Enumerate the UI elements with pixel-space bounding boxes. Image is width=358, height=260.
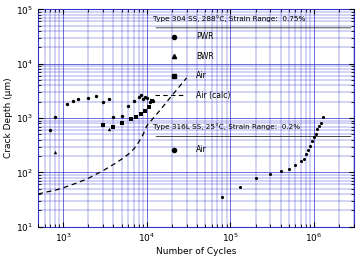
Point <box>318 121 323 125</box>
Point <box>125 103 131 108</box>
Point <box>142 95 148 100</box>
Point <box>64 102 69 106</box>
Y-axis label: Crack Depth (μm): Crack Depth (μm) <box>4 78 13 158</box>
Point <box>305 148 311 152</box>
Point <box>140 98 146 102</box>
Text: Type 304 SS, 288°C, Strain Range:  0.75%: Type 304 SS, 288°C, Strain Range: 0.75% <box>153 15 306 22</box>
Point <box>321 115 326 119</box>
Point <box>149 99 155 103</box>
Point <box>146 105 151 109</box>
Point <box>147 100 153 104</box>
Point <box>150 99 156 103</box>
Point <box>316 124 322 128</box>
Point <box>100 100 106 104</box>
Point <box>315 127 320 131</box>
Point <box>292 163 298 167</box>
Text: PWR: PWR <box>196 32 213 41</box>
Point <box>119 121 125 125</box>
Point <box>86 96 91 101</box>
Point <box>111 115 116 119</box>
Point <box>309 139 315 143</box>
Point <box>75 98 81 102</box>
Point <box>253 176 258 180</box>
Point <box>144 96 150 101</box>
Point <box>301 157 306 161</box>
Point <box>303 152 309 157</box>
Point <box>311 135 317 140</box>
Point <box>134 115 139 119</box>
Point <box>286 167 292 171</box>
Point <box>267 172 273 176</box>
X-axis label: Number of Cycles: Number of Cycles <box>156 247 236 256</box>
Point <box>128 117 134 121</box>
Text: Type 316L SS, 25°C, Strain Range:  0.2%: Type 316L SS, 25°C, Strain Range: 0.2% <box>153 124 300 130</box>
Point <box>100 123 106 127</box>
Point <box>119 114 125 118</box>
Point <box>93 94 99 99</box>
Point <box>106 127 111 132</box>
Point <box>70 99 76 103</box>
Point <box>138 93 144 97</box>
Text: Air (calc): Air (calc) <box>196 91 230 100</box>
Point <box>52 150 58 154</box>
Point <box>47 128 53 132</box>
Point <box>136 95 141 100</box>
Point <box>131 99 137 103</box>
Text: BWR: BWR <box>196 52 214 61</box>
Point <box>106 98 111 102</box>
Point <box>119 120 125 124</box>
Text: Air: Air <box>196 71 207 80</box>
Point <box>278 169 284 173</box>
Point <box>219 195 225 199</box>
Point <box>307 144 313 148</box>
Point <box>52 115 58 119</box>
Point <box>138 112 144 116</box>
Point <box>111 125 116 129</box>
Point <box>237 185 243 189</box>
Point <box>142 109 148 113</box>
Point <box>313 132 319 136</box>
Point <box>298 159 304 164</box>
Text: Air: Air <box>196 145 207 154</box>
